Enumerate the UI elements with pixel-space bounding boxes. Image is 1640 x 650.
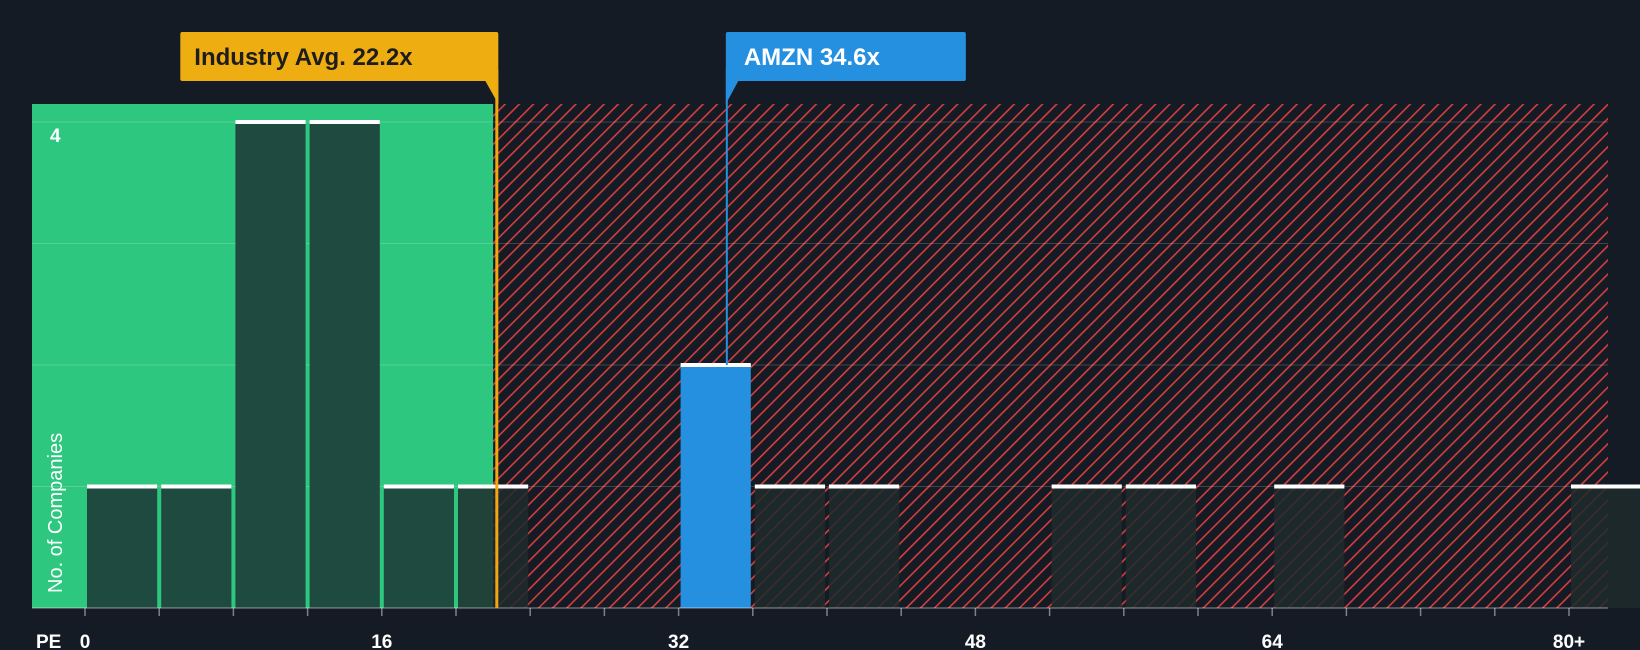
x-axis-label: PE xyxy=(36,632,61,650)
y-axis-label: No. of Companies xyxy=(45,433,67,593)
industry-average-pointer xyxy=(484,80,499,104)
industry-average-callout: Industry Avg. 22.2x xyxy=(180,32,499,608)
x-tick-label: 48 xyxy=(965,632,986,650)
histogram-bar xyxy=(235,122,306,608)
bar-cap xyxy=(1125,484,1196,489)
industry-average-label-box xyxy=(180,32,499,81)
bar-cap xyxy=(235,120,306,124)
histogram-bar xyxy=(458,486,529,608)
x-axis-ticks: 0 16 32 48 64 80+ xyxy=(80,608,1585,650)
x-tick-label: 64 xyxy=(1262,632,1284,650)
bar-cap xyxy=(754,484,825,489)
histogram-bar xyxy=(1051,486,1122,608)
histogram-bar xyxy=(1274,486,1345,608)
histogram-bar xyxy=(161,486,232,608)
company-label: AMZN 34.6x xyxy=(744,44,881,71)
company-bar xyxy=(680,365,751,608)
histogram-bar xyxy=(383,486,454,608)
histogram-bars xyxy=(87,120,1640,608)
bar-cap xyxy=(87,484,158,489)
bar-cap xyxy=(680,363,751,367)
histogram-bar xyxy=(829,486,900,608)
bar-cap xyxy=(1274,484,1345,489)
overvalued-zone xyxy=(493,104,1609,608)
bar-cap xyxy=(309,120,380,124)
industry-average-label: Industry Avg. 22.2x xyxy=(194,44,413,71)
histogram-bar xyxy=(87,486,158,608)
bar-cap xyxy=(383,484,454,489)
bar-cap xyxy=(1051,484,1122,489)
company-pointer xyxy=(725,80,739,104)
histogram-bar xyxy=(1125,486,1196,608)
histogram-bar xyxy=(754,486,825,608)
bar-cap xyxy=(829,484,900,489)
company-label-box xyxy=(725,32,966,81)
x-tick-label: 32 xyxy=(668,632,689,650)
x-tick-label: 0 xyxy=(80,632,91,650)
bar-cap xyxy=(458,484,529,489)
y-tick-label: 4 xyxy=(50,126,61,147)
bar-cap xyxy=(161,484,232,489)
x-tick-label: 80+ xyxy=(1553,632,1585,650)
x-tick-label: 16 xyxy=(371,632,392,650)
bar-cap xyxy=(1571,484,1640,489)
company-callout: AMZN 34.6x xyxy=(725,32,966,365)
histogram-bar xyxy=(1571,486,1640,608)
y-axis-ticks: 4 xyxy=(50,126,61,147)
histogram-bar xyxy=(309,122,380,608)
